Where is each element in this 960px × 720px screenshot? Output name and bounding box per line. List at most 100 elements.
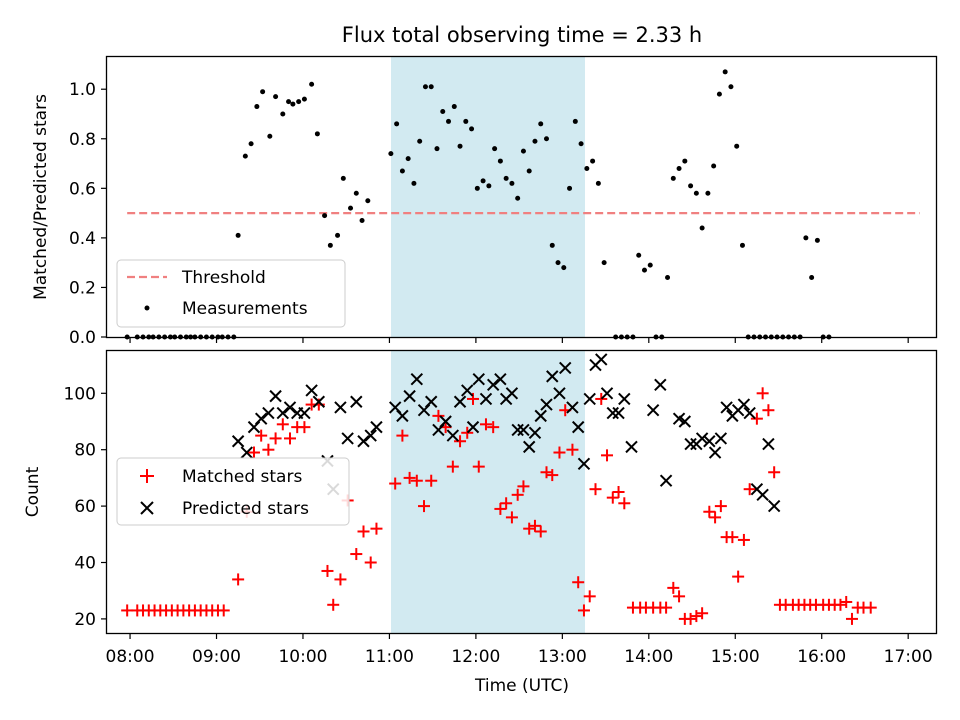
predicted-star-point bbox=[240, 446, 253, 459]
predicted-marker-b bbox=[453, 395, 467, 408]
measurement-point bbox=[670, 175, 676, 181]
x-tick-label: 09:00 bbox=[192, 647, 241, 667]
predicted-marker-b bbox=[396, 409, 409, 423]
measurement-point bbox=[388, 151, 394, 157]
predicted-star-point bbox=[708, 446, 722, 459]
predicted-marker-b bbox=[756, 488, 769, 502]
matched-star-point bbox=[572, 576, 585, 589]
predicted-marker-b bbox=[703, 435, 716, 448]
top-plot-frame bbox=[105, 55, 938, 339]
x-tick-label: 15:00 bbox=[711, 647, 760, 667]
measurement-point bbox=[428, 84, 434, 90]
predicted-marker-b bbox=[553, 387, 566, 400]
predicted-star-point bbox=[625, 440, 638, 454]
measurement-point bbox=[348, 205, 354, 211]
y-tick-label: 40 bbox=[74, 554, 96, 574]
matched-star-point bbox=[667, 581, 680, 594]
bottom-y-axis-label: Count bbox=[23, 466, 43, 517]
matched-star-point bbox=[454, 435, 467, 448]
measurement-point bbox=[814, 237, 820, 243]
measurement-point bbox=[446, 118, 452, 124]
measurement-point bbox=[728, 84, 734, 90]
measurement-point bbox=[273, 94, 279, 100]
predicted-star-point bbox=[534, 409, 547, 423]
predicted-star-point bbox=[403, 389, 416, 403]
predicted-marker-b bbox=[743, 406, 756, 420]
matched-star-point bbox=[321, 564, 334, 577]
predicted-star-point bbox=[334, 401, 347, 414]
measurement-point bbox=[641, 267, 647, 273]
predicted-marker-b bbox=[486, 378, 500, 392]
measurement-point bbox=[280, 111, 286, 117]
matched-star-point bbox=[762, 404, 775, 417]
predicted-star-point bbox=[571, 420, 585, 434]
matched-star-point bbox=[726, 531, 739, 544]
matched-star-point bbox=[864, 601, 877, 614]
top-y-axis-label: Matched/Predicted stars bbox=[31, 94, 51, 300]
predicted-star-point bbox=[743, 406, 756, 420]
top-x-ticks bbox=[129, 337, 909, 343]
matched-star-point bbox=[276, 418, 289, 431]
predicted-star-point bbox=[714, 432, 728, 445]
legend-matched-swatch bbox=[140, 469, 154, 483]
measurement-point bbox=[286, 99, 292, 105]
predicted-star-point bbox=[364, 429, 377, 442]
measurement-point bbox=[688, 183, 694, 189]
predicted-marker-b bbox=[364, 429, 377, 442]
measurement-point bbox=[549, 242, 555, 248]
predicted-star-point bbox=[654, 378, 667, 392]
matched-star-point bbox=[673, 590, 686, 603]
predicted-marker-b bbox=[566, 401, 579, 414]
measurement-point bbox=[314, 131, 320, 137]
predicted-star-point bbox=[583, 392, 596, 406]
predicted-marker-b bbox=[350, 395, 363, 408]
predicted-star-point bbox=[494, 372, 507, 386]
matched-star-point bbox=[517, 480, 530, 493]
matched-star-point bbox=[364, 556, 377, 569]
matched-star-point bbox=[410, 474, 423, 487]
predicted-star-point bbox=[305, 384, 318, 397]
measurement-point bbox=[699, 225, 705, 231]
matched-star-point bbox=[566, 443, 579, 456]
measurement-point bbox=[235, 232, 241, 238]
matched-star-point bbox=[709, 511, 722, 524]
predicted-marker-b bbox=[298, 406, 311, 420]
measurement-point bbox=[722, 69, 728, 75]
y-tick-label: 1.0 bbox=[69, 80, 96, 100]
predicted-marker-b bbox=[479, 392, 493, 406]
matched-star-point bbox=[262, 443, 275, 456]
legend-matched-label: Matched stars bbox=[182, 467, 302, 487]
predicted-marker-b bbox=[494, 372, 507, 386]
matched-star-point bbox=[472, 460, 485, 473]
predicted-marker-b bbox=[750, 482, 764, 496]
x-tick-label: 16:00 bbox=[797, 647, 846, 667]
predicted-marker-b bbox=[439, 415, 452, 428]
matched-star-point bbox=[528, 519, 541, 532]
matched-star-point bbox=[601, 449, 614, 462]
measurement-point bbox=[417, 138, 423, 144]
predicted-marker-b bbox=[517, 423, 530, 437]
matched-star-point bbox=[840, 595, 853, 608]
predicted-marker-b bbox=[767, 499, 781, 513]
predicted-marker-b bbox=[546, 370, 559, 383]
predicted-marker-b bbox=[571, 420, 585, 434]
measurement-point bbox=[584, 166, 590, 172]
measurement-point bbox=[567, 185, 573, 191]
predicted-star-point bbox=[646, 404, 660, 417]
measurement-point bbox=[340, 175, 346, 181]
matched-star-point bbox=[217, 604, 230, 617]
predicted-star-point bbox=[540, 398, 553, 411]
bottom-plot-frame bbox=[105, 349, 938, 635]
predicted-marker-b bbox=[262, 406, 275, 420]
predicted-marker-b bbox=[305, 384, 318, 397]
matched-star-point bbox=[589, 483, 602, 496]
predicted-marker-b bbox=[659, 474, 673, 487]
predicted-marker-b bbox=[540, 398, 553, 411]
predicted-marker-b bbox=[240, 446, 253, 459]
predicted-marker-b bbox=[312, 395, 326, 408]
measurement-point bbox=[411, 180, 417, 186]
predicted-marker-b bbox=[595, 353, 608, 366]
matched-star-point bbox=[714, 500, 727, 513]
predicted-marker-b bbox=[511, 423, 524, 437]
matched-star-point bbox=[534, 525, 547, 538]
